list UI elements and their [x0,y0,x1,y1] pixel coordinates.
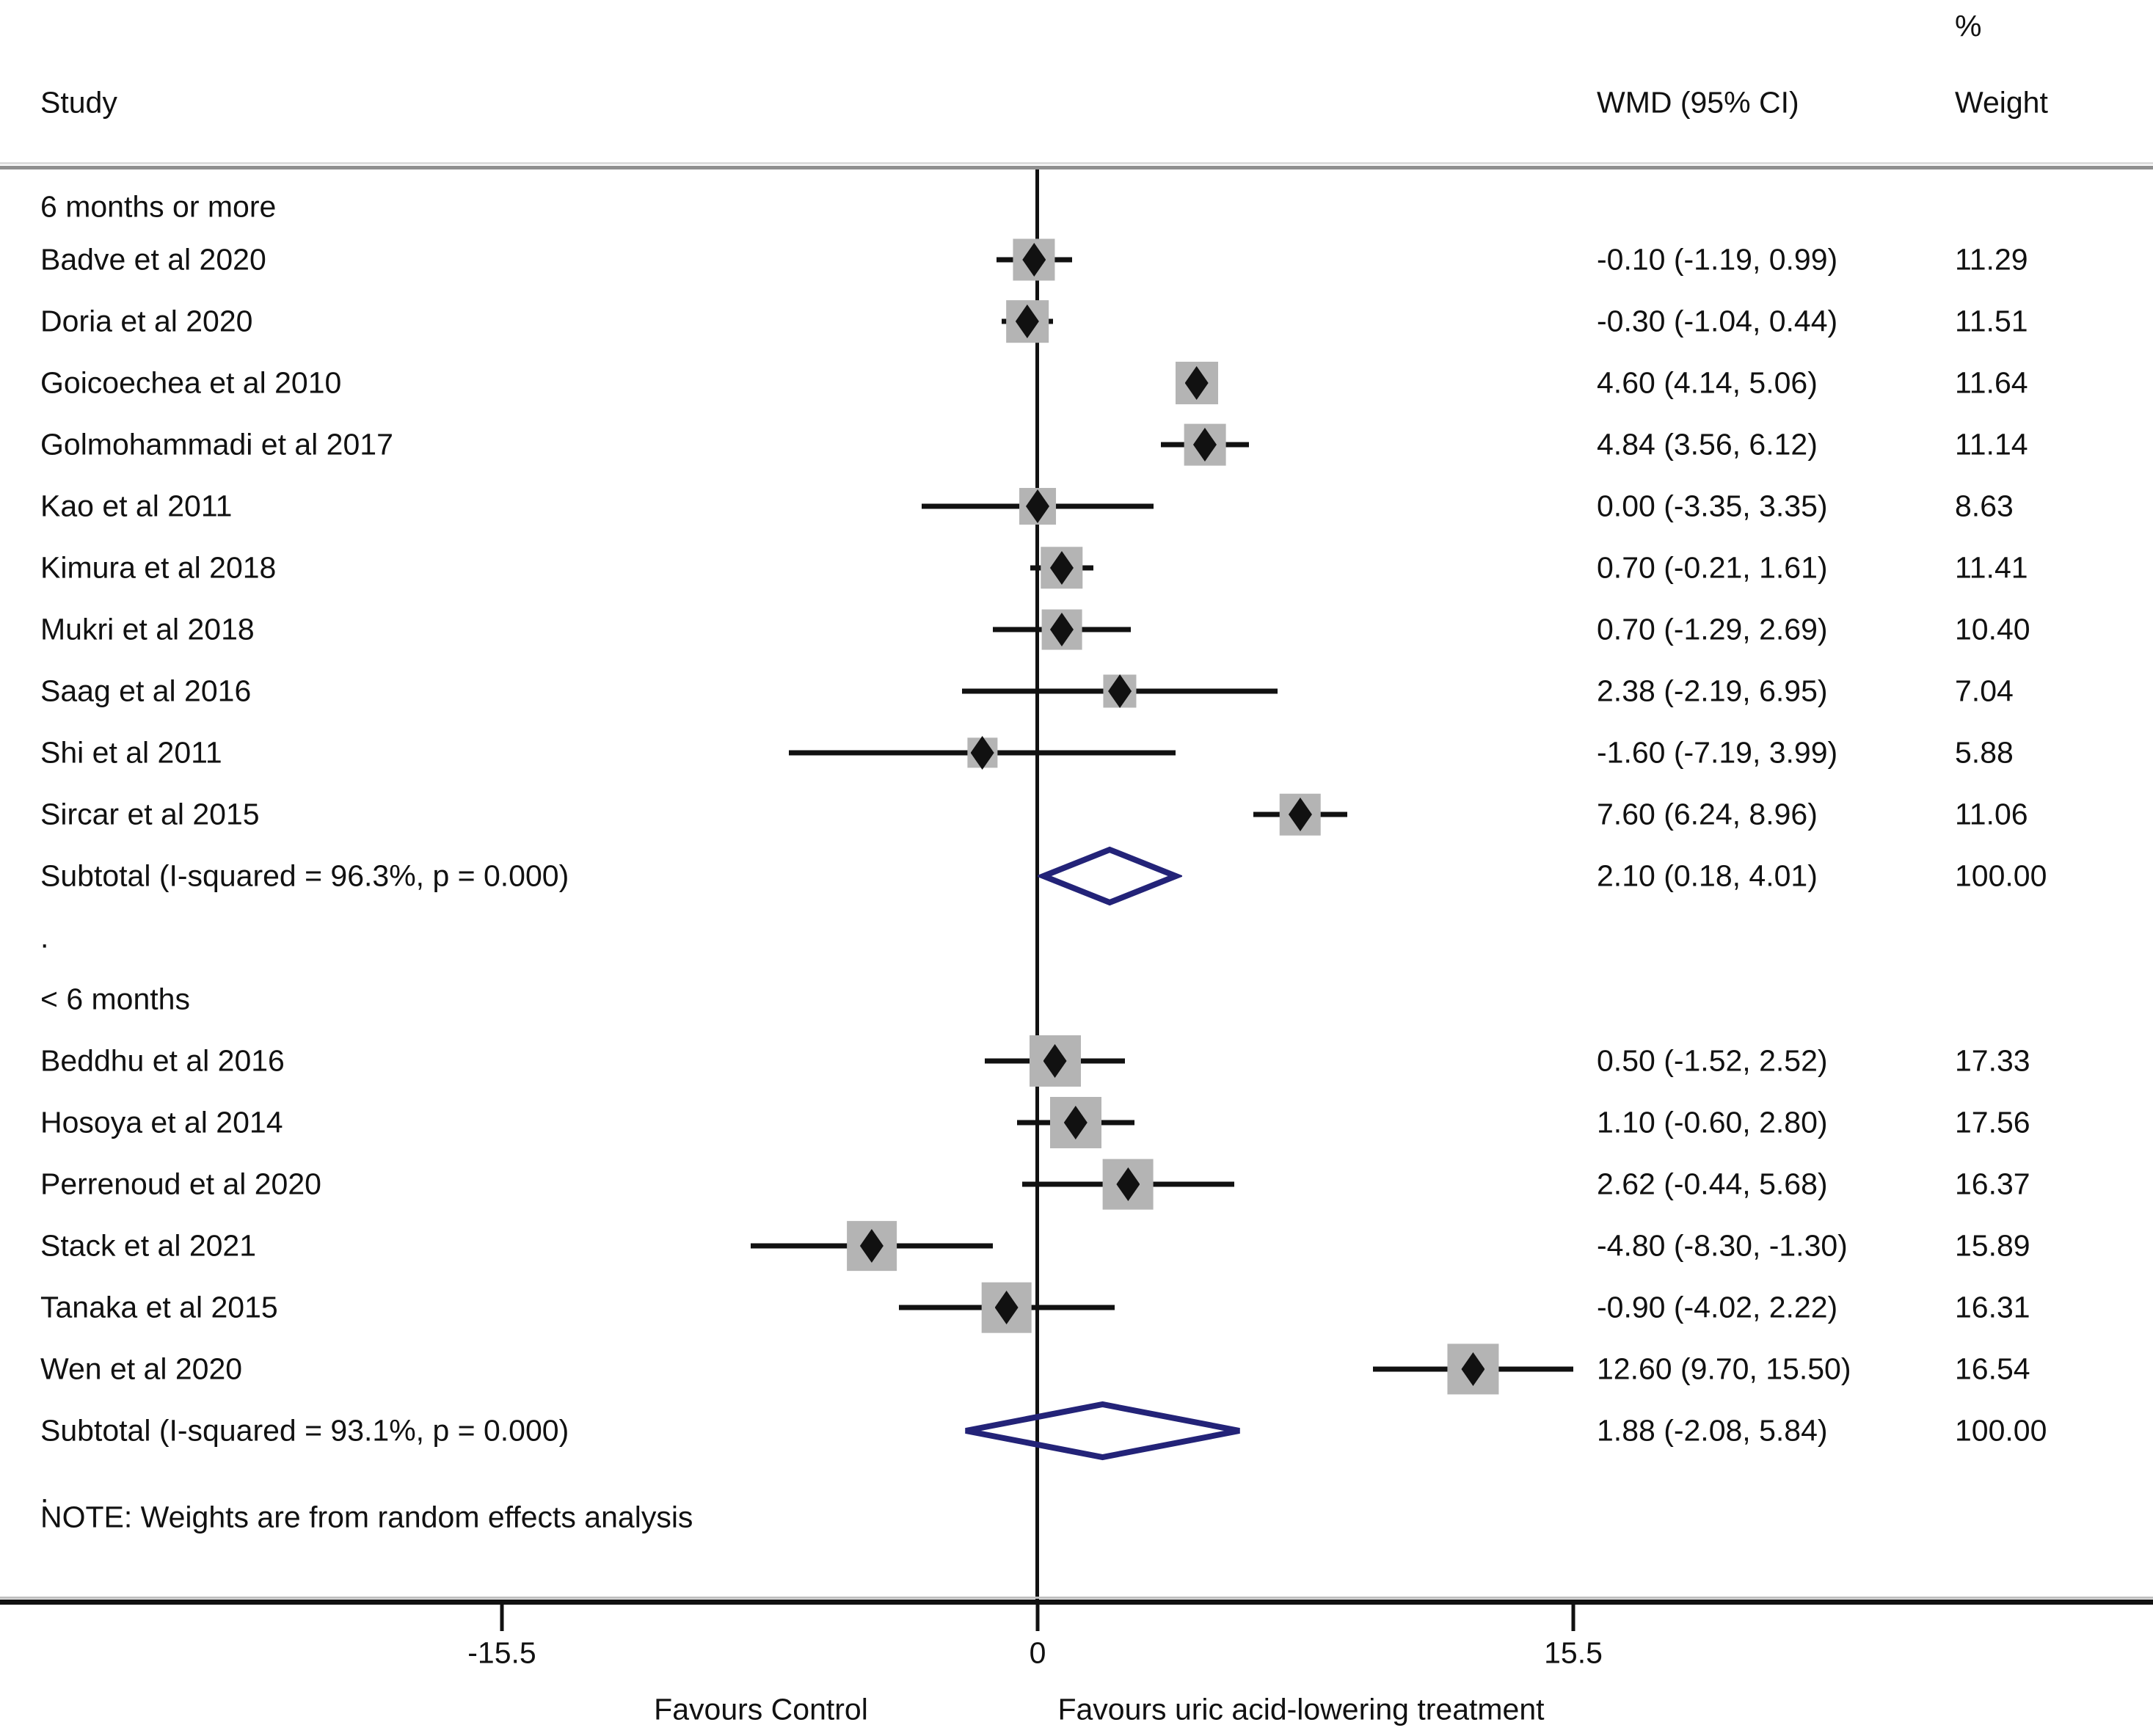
study-label: Tanaka et al 2015 [40,1290,278,1324]
effect-value: 4.84 (3.56, 6.12) [1597,427,1818,462]
study-label: Saag et al 2016 [40,674,252,708]
effect-value: 0.70 (-1.29, 2.69) [1597,612,1828,646]
column-header-effect: WMD (95% CI) [1597,85,1799,120]
column-header-weight: Weight [1955,85,2048,120]
study-label: Perrenoud et al 2020 [40,1167,321,1201]
study-label: Wen et al 2020 [40,1352,243,1386]
study-label: Badve et al 2020 [40,242,266,277]
effect-value: -0.30 (-1.04, 0.44) [1597,304,1838,338]
weight-value: 11.14 [1955,427,2028,462]
effect-value: 0.50 (-1.52, 2.52) [1597,1043,1828,1078]
study-label: Goicoechea et al 2010 [40,365,342,400]
header-rule [0,166,2153,169]
subtotal-diamond-outline [1038,846,1182,906]
effect-value: 2.62 (-0.44, 5.68) [1597,1167,1828,1201]
subtotal-diamond [965,1401,1240,1461]
study-label: Doria et al 2020 [40,304,253,338]
subtotal-label: Subtotal (I-squared = 96.3%, p = 0.000) [40,858,569,893]
group-header: 6 months or more [40,189,277,224]
effect-value: 2.10 (0.18, 4.01) [1597,858,1818,893]
weight-value: 16.31 [1955,1290,2030,1324]
weight-value: 17.56 [1955,1105,2030,1139]
effect-value: -0.90 (-4.02, 2.22) [1597,1290,1838,1324]
study-label: Kimura et al 2018 [40,550,277,585]
x-tick-mark-zero [1035,1605,1040,1631]
weight-value: 11.06 [1955,797,2028,831]
column-header-study: Study [40,85,117,120]
separator-dot: . [40,920,49,955]
column-header-percent: % [1955,9,1982,43]
x-tick-mark-neg [500,1605,504,1631]
effect-value: 1.10 (-0.60, 2.80) [1597,1105,1828,1139]
subtotal-label: Subtotal (I-squared = 93.1%, p = 0.000) [40,1413,569,1448]
effect-value: -0.10 (-1.19, 0.99) [1597,242,1838,277]
weight-value: 8.63 [1955,489,2014,523]
effect-value: -1.60 (-7.19, 3.99) [1597,735,1838,770]
effect-value: 0.00 (-3.35, 3.35) [1597,489,1828,523]
weight-value: 11.64 [1955,365,2028,400]
x-tick-label-zero: 0 [1029,1635,1046,1670]
weight-value: 5.88 [1955,735,2014,770]
effect-value: 0.70 (-0.21, 1.61) [1597,550,1828,585]
x-tick-mark-pos [1571,1605,1575,1631]
effect-value: 7.60 (6.24, 8.96) [1597,797,1818,831]
favours-right-label: Favours uric acid-lowering treatment [1057,1692,1545,1726]
weight-value: 7.04 [1955,674,2014,708]
zero-reference-line [1035,169,1039,1600]
favours-left-label: Favours Control [654,1692,868,1726]
study-label: Sircar et al 2015 [40,797,260,831]
study-label: Mukri et al 2018 [40,612,255,646]
header-rule-highlight [0,162,2153,164]
weight-value: 17.33 [1955,1043,2030,1078]
x-axis-line [0,1600,2153,1605]
weight-value: 100.00 [1955,858,2047,893]
study-label: Stack et al 2021 [40,1228,257,1263]
effect-value: 1.88 (-2.08, 5.84) [1597,1413,1828,1448]
weight-value: 11.29 [1955,242,2028,277]
weight-value: 11.41 [1955,550,2028,585]
weight-value: 15.89 [1955,1228,2030,1263]
effect-value: -4.80 (-8.30, -1.30) [1597,1228,1848,1263]
weight-value: 10.40 [1955,612,2030,646]
weight-value: 100.00 [1955,1413,2047,1448]
effect-value: 12.60 (9.70, 15.50) [1597,1352,1851,1386]
x-axis-highlight [0,1597,2153,1599]
weight-value: 11.51 [1955,304,2028,338]
subtotal-diamond [1038,846,1182,906]
effect-value: 2.38 (-2.19, 6.95) [1597,674,1828,708]
subtotal-diamond-outline [965,1401,1240,1461]
study-label: Beddhu et al 2016 [40,1043,285,1078]
x-tick-label-neg: -15.5 [467,1635,536,1670]
random-effects-note: NOTE: Weights are from random effects an… [40,1500,693,1534]
x-tick-label-pos: 15.5 [1544,1635,1603,1670]
separator-dot: . [40,1475,49,1509]
effect-value: 4.60 (4.14, 5.06) [1597,365,1818,400]
study-label: Shi et al 2011 [40,735,222,770]
study-label: Kao et al 2011 [40,489,233,523]
weight-value: 16.54 [1955,1352,2030,1386]
group-header: < 6 months [40,982,190,1016]
study-label: Hosoya et al 2014 [40,1105,283,1139]
study-label: Golmohammadi et al 2017 [40,427,393,462]
weight-value: 16.37 [1955,1167,2030,1201]
